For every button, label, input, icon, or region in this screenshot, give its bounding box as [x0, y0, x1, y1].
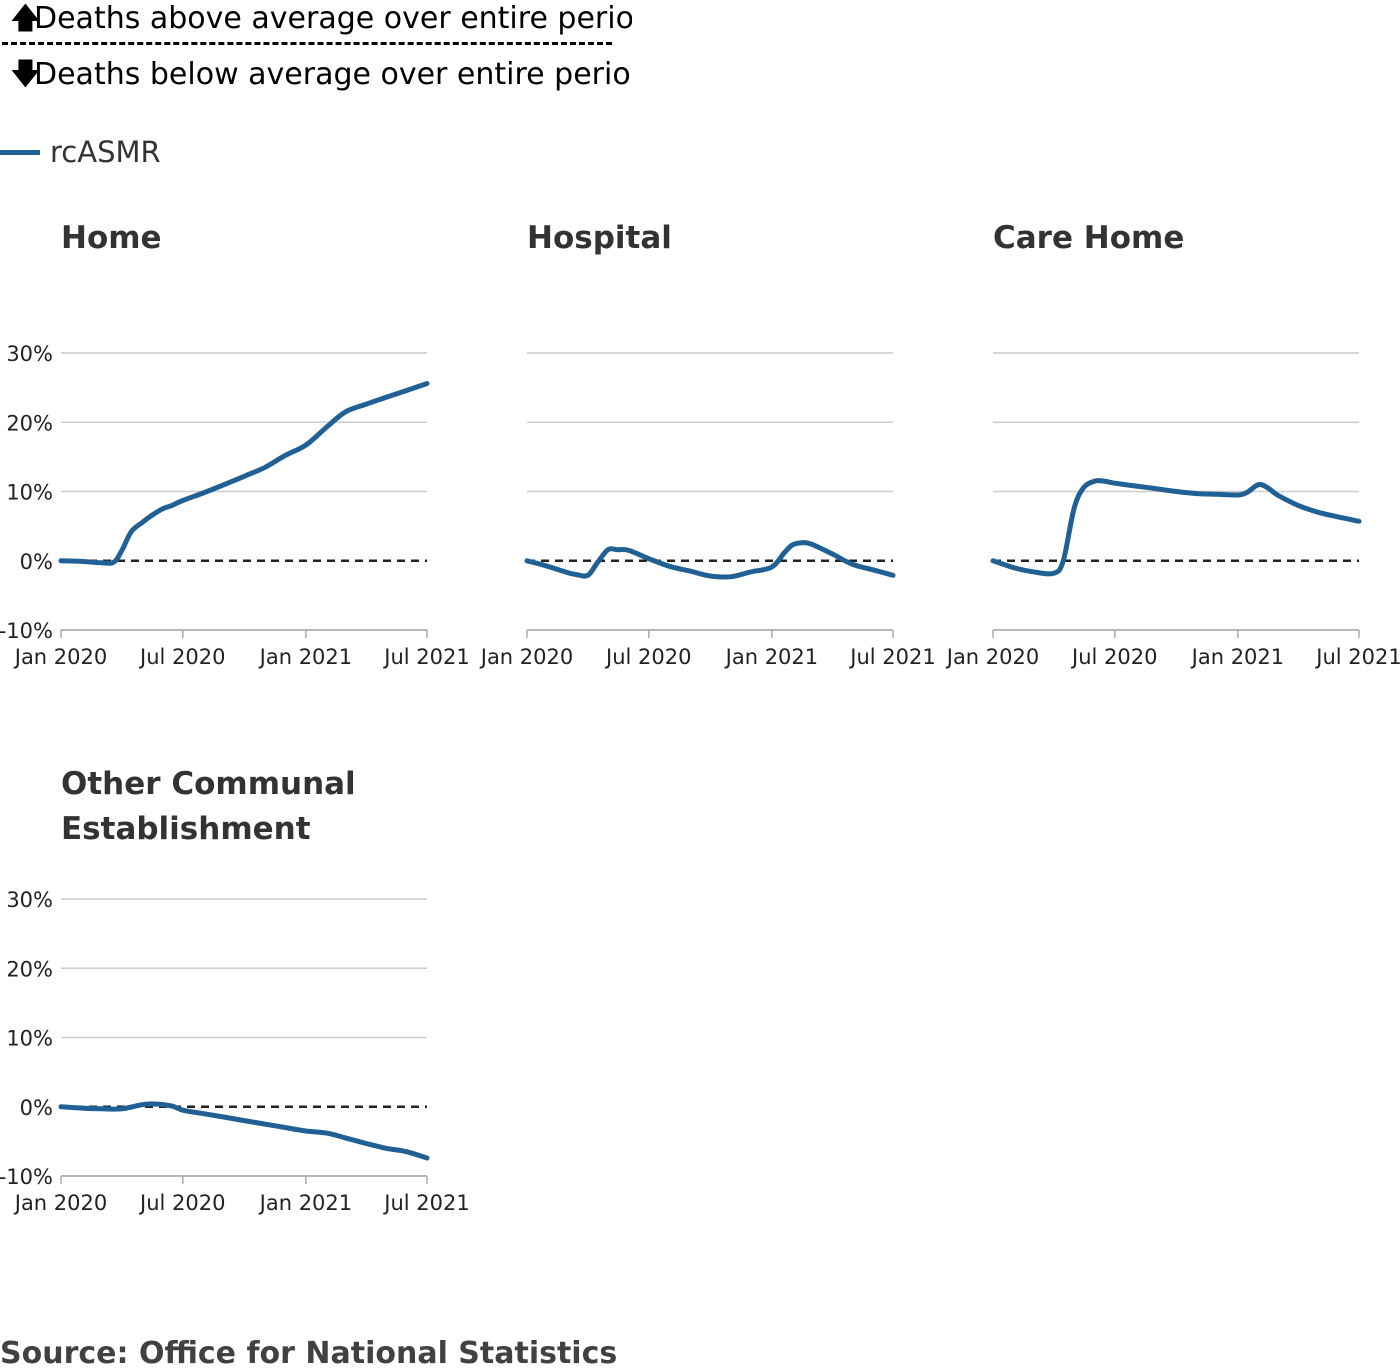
y-tick-label: -10% — [0, 619, 53, 643]
y-tick-label: 30% — [6, 888, 53, 912]
x-tick-label: Jul 2020 — [138, 645, 225, 669]
x-tick-label: Jan 2021 — [724, 645, 819, 669]
panel-title: Care Home — [993, 220, 1184, 256]
y-tick-label: -10% — [0, 1165, 53, 1189]
panel-title: Home — [61, 220, 162, 256]
x-tick-label: Jan 2021 — [258, 645, 353, 669]
x-tick-label: Jan 2020 — [13, 1191, 108, 1215]
legend: rcASMR — [0, 132, 161, 172]
y-tick-label: 0% — [20, 550, 53, 574]
panel-title: Establishment — [61, 811, 311, 847]
x-tick-label: Jul 2020 — [138, 1191, 225, 1215]
x-tick-label: Jan 2020 — [479, 645, 574, 669]
x-tick-label: Jul 2021 — [1314, 645, 1400, 669]
x-tick-label: Jan 2021 — [1190, 645, 1285, 669]
y-tick-label: 0% — [20, 1096, 53, 1120]
below-average-text: Deaths below average over entire perio — [34, 57, 631, 92]
series-line — [524, 540, 896, 580]
series-line — [58, 381, 430, 566]
x-tick-label: Jul 2021 — [382, 645, 469, 669]
annotation-box: 🡅Deaths above average over entire perio … — [0, 0, 632, 92]
x-tick-label: Jul 2020 — [604, 645, 691, 669]
y-tick-label: 10% — [6, 1027, 53, 1051]
panel-title: Hospital — [527, 220, 672, 256]
y-tick-label: 10% — [6, 481, 53, 505]
small-multiples-chart: Home -10% 0% 10% 20% 30% Jan 2020 Jul 2020 Jan 2… — [0, 220, 1400, 1215]
x-tick-label: Jul 2020 — [1070, 645, 1157, 669]
x-tick-label: Jan 2021 — [258, 1191, 353, 1215]
above-average-note: 🡅Deaths above average over entire perio — [10, 0, 632, 47]
x-tick-label: Jan 2020 — [945, 645, 1040, 669]
above-average-text: Deaths above average over entire perio — [34, 1, 632, 36]
series-line — [58, 1101, 430, 1161]
panel-title: Other Communal — [61, 766, 356, 802]
x-tick-label: Jul 2021 — [382, 1191, 469, 1215]
x-tick-label: Jul 2021 — [848, 645, 935, 669]
y-tick-label: 30% — [6, 342, 53, 366]
legend-swatch — [0, 149, 40, 155]
below-average-note: 🡇Deaths below average over entire perio — [10, 52, 631, 92]
source-note: Source: Office for National Statistics — [0, 1336, 618, 1371]
y-tick-label: 20% — [6, 411, 53, 435]
legend-label: rcASMR — [50, 135, 161, 169]
annotation-divider — [2, 42, 612, 45]
x-tick-label: Jan 2020 — [13, 645, 108, 669]
series-line — [990, 478, 1362, 577]
y-tick-label: 20% — [6, 957, 53, 981]
